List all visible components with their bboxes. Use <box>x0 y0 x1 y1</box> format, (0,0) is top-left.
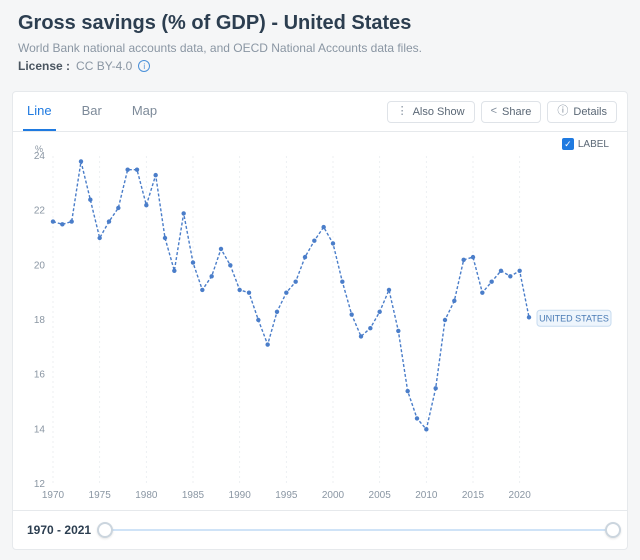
svg-text:1990: 1990 <box>229 490 252 501</box>
year-start: 1970 <box>27 523 54 537</box>
chart-card: Line Bar Map ⋮ Also Show < Share ⓘ Detai… <box>12 91 628 550</box>
svg-text:12: 12 <box>34 479 46 490</box>
share-button[interactable]: < Share <box>481 101 542 123</box>
svg-text:UNITED STATES: UNITED STATES <box>539 313 609 323</box>
svg-text:14: 14 <box>34 424 46 435</box>
svg-text:1985: 1985 <box>182 490 205 501</box>
tab-bar-chart[interactable]: Bar <box>78 92 106 131</box>
tab-bar: Line Bar Map ⋮ Also Show < Share ⓘ Detai… <box>13 92 627 132</box>
tab-map[interactable]: Map <box>128 92 161 131</box>
svg-text:2020: 2020 <box>509 490 532 501</box>
info-circle-icon: ⓘ <box>557 106 568 117</box>
tabs: Line Bar Map <box>23 92 161 131</box>
year-range: 1970 - 2021 <box>27 523 91 537</box>
svg-text:2005: 2005 <box>369 490 392 501</box>
share-label: Share <box>502 106 531 118</box>
share-icon: < <box>491 106 497 117</box>
svg-text:2010: 2010 <box>415 490 438 501</box>
label-checkbox-text: LABEL <box>578 139 609 150</box>
svg-text:1995: 1995 <box>275 490 298 501</box>
data-source-subtitle: World Bank national accounts data, and O… <box>18 41 622 55</box>
info-icon[interactable]: i <box>138 60 150 72</box>
svg-text:24: 24 <box>34 151 46 162</box>
time-slider-footer: 1970 - 2021 <box>13 510 627 549</box>
svg-text:16: 16 <box>34 370 46 381</box>
svg-text:18: 18 <box>34 315 46 326</box>
also-show-label: Also Show <box>413 106 465 118</box>
list-icon: ⋮ <box>397 106 408 117</box>
svg-text:22: 22 <box>34 206 46 217</box>
svg-text:1970: 1970 <box>42 490 65 501</box>
svg-text:1975: 1975 <box>89 490 112 501</box>
svg-text:2000: 2000 <box>322 490 345 501</box>
line-chart: %121416182022241970197519801985199019952… <box>23 138 619 508</box>
details-button[interactable]: ⓘ Details <box>547 101 617 123</box>
action-buttons: ⋮ Also Show < Share ⓘ Details <box>387 101 617 123</box>
svg-text:20: 20 <box>34 260 46 271</box>
tab-line[interactable]: Line <box>23 92 56 131</box>
svg-text:2015: 2015 <box>462 490 485 501</box>
license-value: CC BY-4.0 <box>76 59 132 73</box>
license-row: License : CC BY-4.0 i <box>18 59 622 73</box>
year-end: 2021 <box>64 523 91 537</box>
also-show-button[interactable]: ⋮ Also Show <box>387 101 475 123</box>
year-slider[interactable] <box>105 521 613 539</box>
license-label: License : <box>18 59 70 73</box>
slider-track <box>105 529 613 531</box>
label-checkbox[interactable]: ✓ LABEL <box>562 138 609 150</box>
page-title: Gross savings (% of GDP) - United States <box>18 12 622 35</box>
details-label: Details <box>573 106 607 118</box>
svg-text:1980: 1980 <box>135 490 158 501</box>
slider-handle-right[interactable] <box>605 522 621 538</box>
slider-handle-left[interactable] <box>97 522 113 538</box>
checkbox-icon: ✓ <box>562 138 574 150</box>
